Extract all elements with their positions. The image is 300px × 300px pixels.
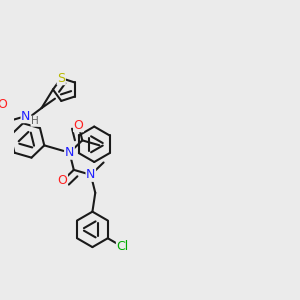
Text: O: O — [58, 174, 68, 187]
Text: O: O — [74, 118, 83, 132]
Text: N: N — [65, 146, 74, 159]
Text: Cl: Cl — [116, 240, 129, 253]
Text: N: N — [86, 168, 95, 181]
Text: N: N — [21, 110, 31, 123]
Text: H: H — [31, 116, 39, 126]
Text: O: O — [0, 98, 7, 111]
Text: S: S — [57, 72, 65, 85]
